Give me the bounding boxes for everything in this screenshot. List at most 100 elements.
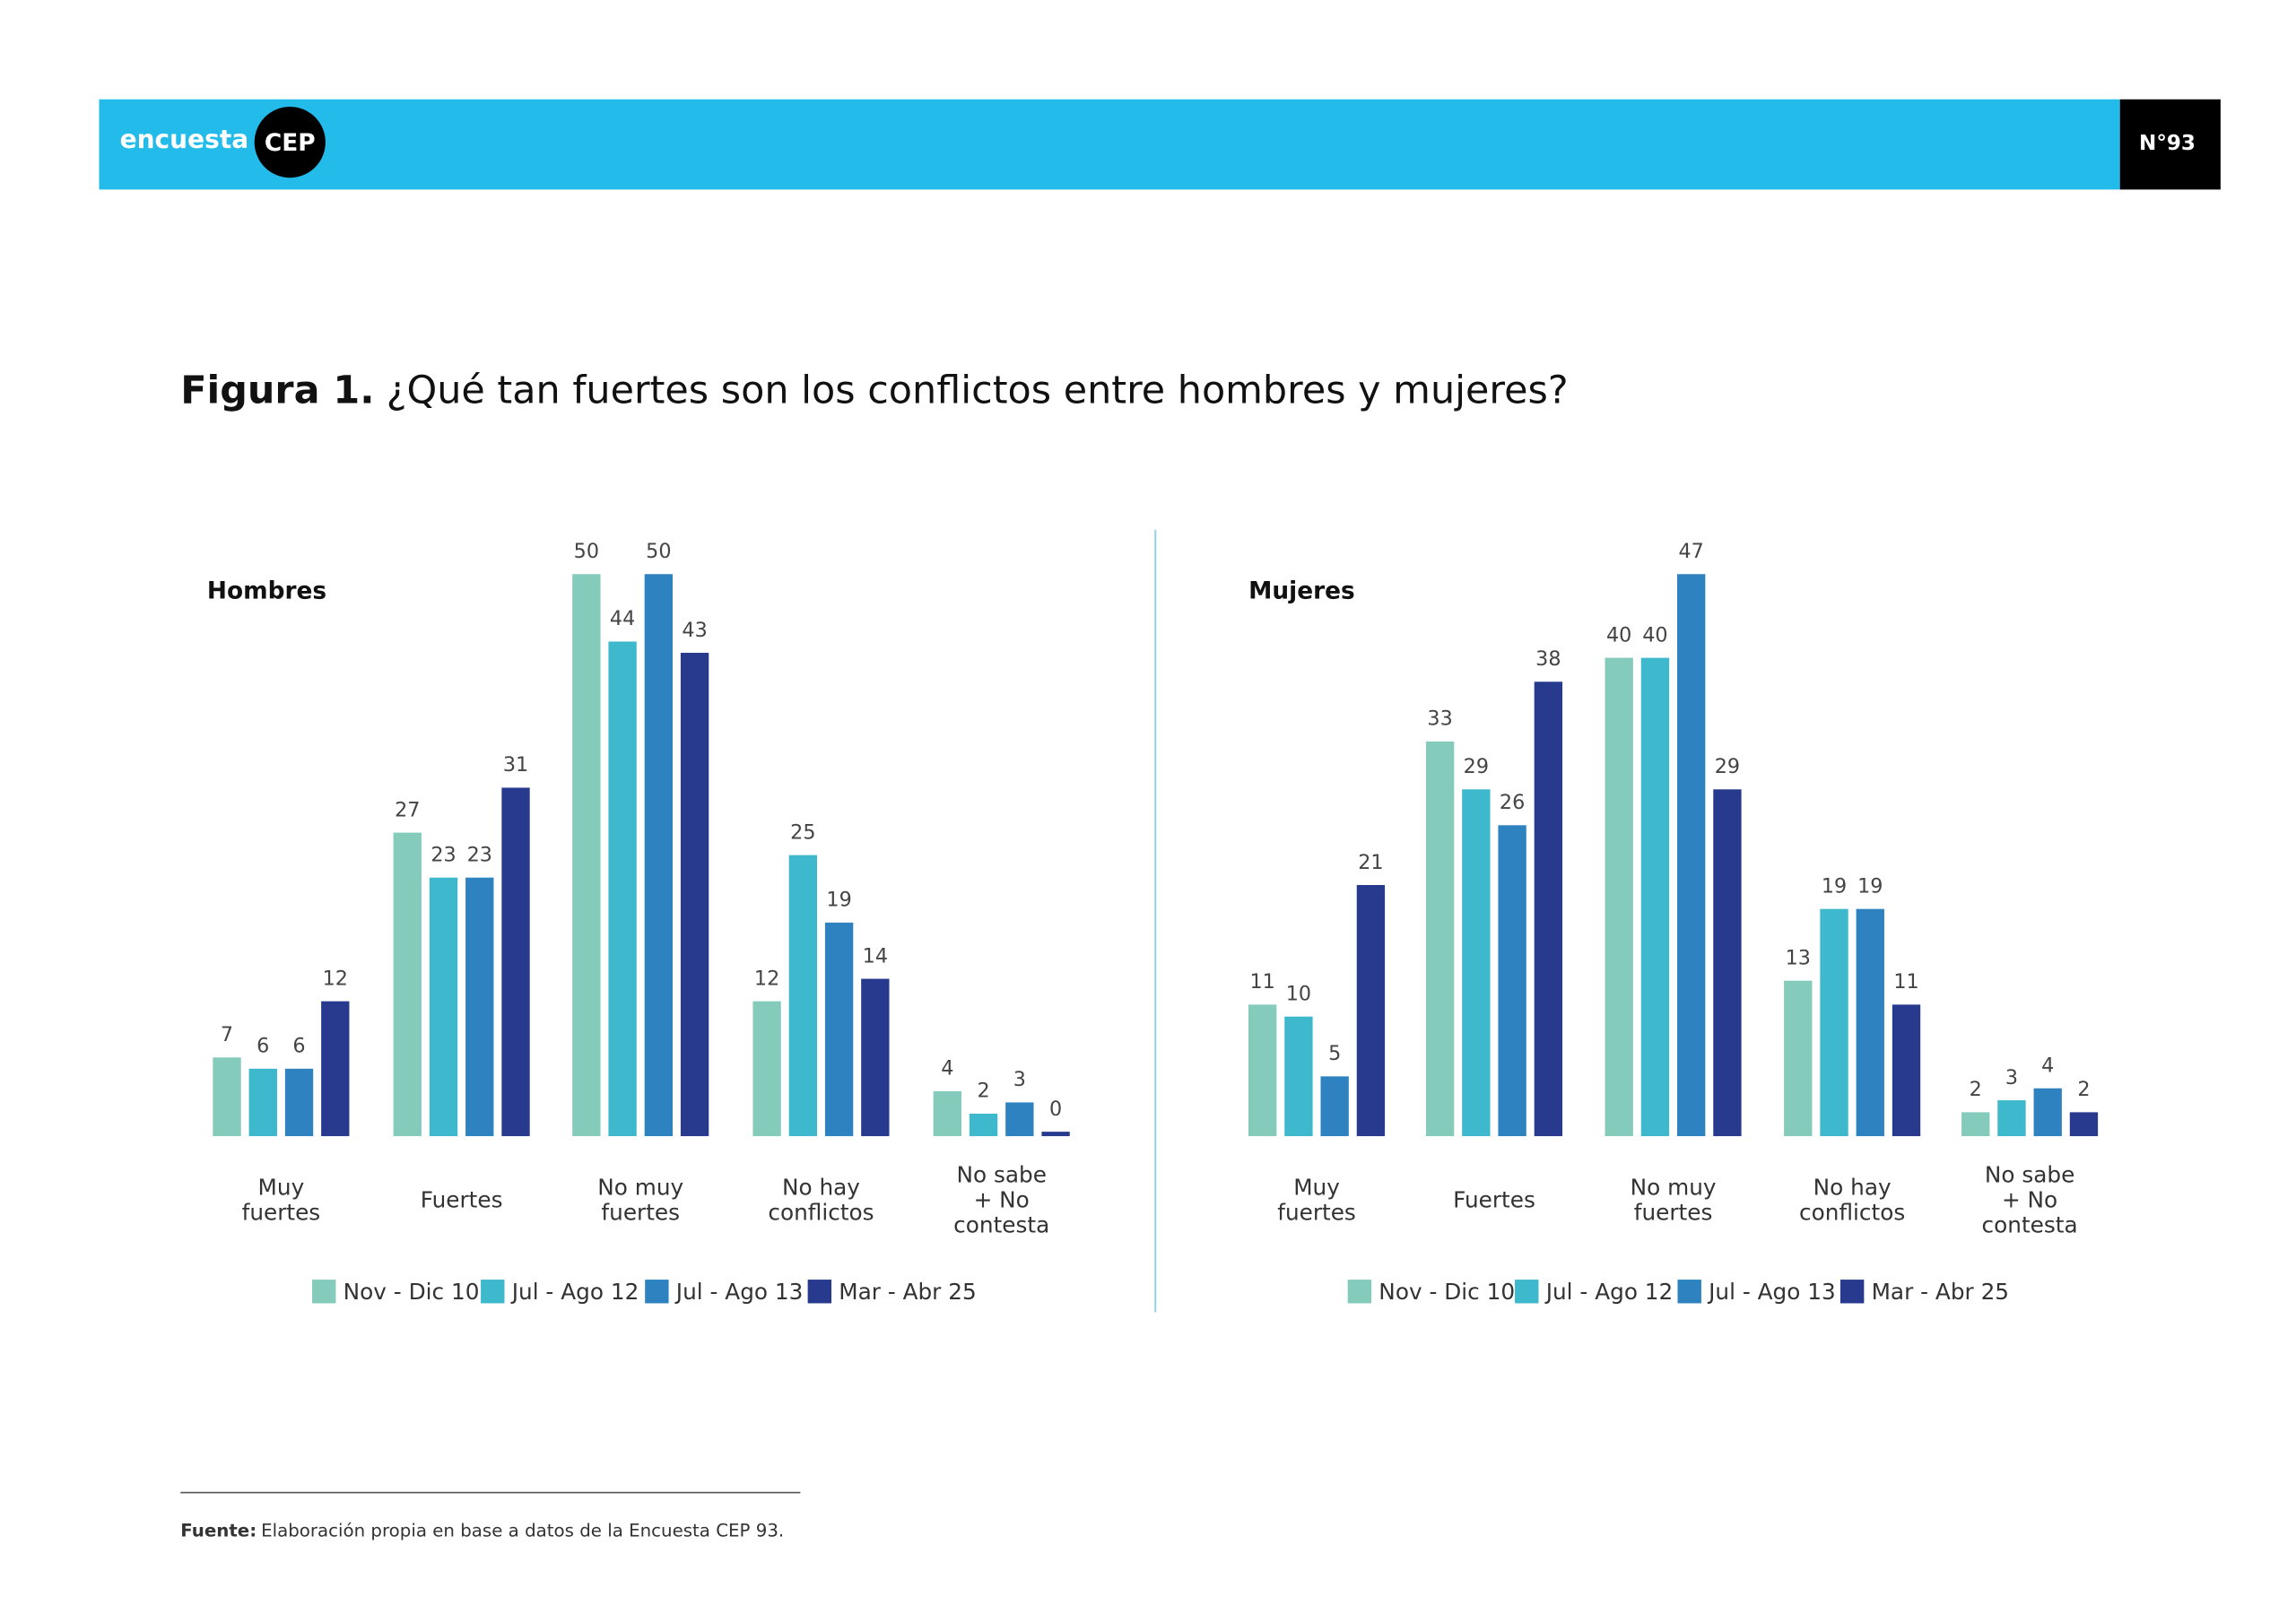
legend-label: Jul - Ago 12 bbox=[510, 1279, 639, 1305]
bar bbox=[1605, 657, 1633, 1137]
bar bbox=[861, 978, 890, 1137]
bar bbox=[1677, 574, 1706, 1137]
value-label: 19 bbox=[826, 889, 851, 912]
value-label: 11 bbox=[1893, 970, 1918, 994]
category-label: Muy fuertes bbox=[1277, 1175, 1356, 1226]
bar bbox=[213, 1057, 241, 1137]
bar bbox=[1713, 789, 1742, 1137]
legend-label: Jul - Ago 13 bbox=[1707, 1279, 1836, 1305]
value-label: 19 bbox=[1857, 874, 1883, 898]
bar bbox=[1892, 1004, 1921, 1137]
value-label: 2 bbox=[2077, 1078, 2090, 1101]
value-label: 33 bbox=[1427, 707, 1452, 731]
bar bbox=[393, 832, 422, 1137]
category-label: No muy fuertes bbox=[597, 1175, 683, 1226]
category-line: No hay bbox=[782, 1175, 860, 1201]
category-line: conflictos bbox=[1799, 1200, 1905, 1226]
source-text: Elaboración propia en base a datos de la… bbox=[261, 1520, 784, 1541]
value-label: 23 bbox=[430, 843, 456, 866]
value-label: 4 bbox=[2041, 1054, 2054, 1077]
legend-label: Nov - Dic 10 bbox=[344, 1279, 480, 1305]
value-label: 25 bbox=[790, 820, 815, 844]
bar bbox=[1425, 741, 1455, 1137]
value-label: 44 bbox=[610, 607, 635, 630]
category-line: No sabe bbox=[956, 1162, 1046, 1188]
bar bbox=[1320, 1076, 1349, 1137]
category-line: fuertes bbox=[1634, 1200, 1713, 1226]
value-label: 27 bbox=[395, 798, 420, 821]
value-label: 50 bbox=[646, 540, 671, 563]
value-label: 4 bbox=[941, 1057, 953, 1081]
legend-swatch bbox=[1839, 1280, 1865, 1304]
bar bbox=[680, 653, 709, 1137]
bar bbox=[465, 877, 494, 1137]
header-bar bbox=[99, 99, 2120, 190]
bar bbox=[2033, 1088, 2062, 1137]
value-label: 12 bbox=[323, 967, 348, 990]
category-line: No muy bbox=[1631, 1175, 1717, 1201]
bar bbox=[501, 787, 530, 1137]
bar bbox=[1498, 825, 1526, 1137]
category-label: No muy fuertes bbox=[1631, 1175, 1717, 1226]
figure-label: Figura 1. bbox=[180, 368, 374, 412]
value-label: 21 bbox=[1358, 851, 1383, 874]
value-label: 19 bbox=[1822, 874, 1847, 898]
bar bbox=[1784, 980, 1813, 1137]
category-label: No hay conflictos bbox=[1799, 1175, 1905, 1226]
issue-box bbox=[2119, 99, 2221, 190]
category-line: fuertes bbox=[601, 1200, 680, 1226]
value-label: 2 bbox=[977, 1080, 989, 1103]
legend-swatch bbox=[1515, 1280, 1539, 1304]
value-label: 31 bbox=[503, 753, 528, 777]
value-label: 12 bbox=[754, 967, 779, 990]
legend-swatch bbox=[645, 1280, 669, 1304]
category-line: fuertes bbox=[1277, 1200, 1356, 1226]
brand: encuesta bbox=[120, 125, 249, 154]
bar bbox=[572, 574, 601, 1137]
logo-circle bbox=[254, 107, 326, 178]
value-label: 14 bbox=[863, 944, 888, 968]
value-label: 5 bbox=[1328, 1042, 1341, 1065]
legend-label: Mar - Abr 25 bbox=[1872, 1279, 2009, 1305]
category-line: No muy bbox=[597, 1175, 683, 1201]
legend-swatch bbox=[481, 1280, 505, 1304]
value-label: 40 bbox=[1606, 623, 1631, 647]
value-label: 3 bbox=[2005, 1066, 2018, 1089]
value-label: 11 bbox=[1250, 970, 1275, 994]
bar bbox=[321, 1001, 350, 1137]
value-label: 0 bbox=[1049, 1098, 1062, 1121]
category-label: No sabe + No contesta bbox=[1982, 1162, 2078, 1238]
figure-title: Figura 1. ¿Qué tan fuertes son los confli… bbox=[180, 368, 1568, 412]
legend-label: Jul - Ago 12 bbox=[1544, 1279, 1674, 1305]
value-label: 38 bbox=[1535, 647, 1561, 671]
bar bbox=[608, 641, 637, 1137]
category-line: conflictos bbox=[768, 1200, 874, 1226]
bar bbox=[788, 855, 818, 1137]
value-label: 26 bbox=[1500, 791, 1525, 814]
bar bbox=[248, 1068, 277, 1137]
category-label: No hay conflictos bbox=[768, 1175, 874, 1226]
bar bbox=[969, 1113, 998, 1137]
category-line: + No bbox=[974, 1187, 1030, 1213]
category-label: Fuertes bbox=[421, 1187, 503, 1213]
chart-title: Hombres bbox=[207, 578, 326, 605]
bar bbox=[1640, 657, 1670, 1137]
legend-swatch bbox=[807, 1280, 832, 1304]
value-label: 7 bbox=[221, 1023, 233, 1046]
value-label: 2 bbox=[1970, 1078, 1982, 1101]
bar bbox=[1820, 908, 1848, 1137]
value-label: 29 bbox=[1715, 755, 1740, 778]
category-line: Fuertes bbox=[1453, 1187, 1535, 1213]
category-line: Fuertes bbox=[421, 1187, 503, 1213]
value-label: 13 bbox=[1786, 946, 1811, 969]
category-line: contesta bbox=[953, 1212, 1049, 1238]
bar bbox=[933, 1090, 961, 1137]
bar bbox=[1462, 789, 1491, 1137]
logo: CEP bbox=[265, 130, 316, 157]
bar bbox=[644, 574, 674, 1137]
value-label: 29 bbox=[1464, 755, 1489, 778]
legend-label: Mar - Abr 25 bbox=[839, 1279, 976, 1305]
category-line: Muy bbox=[258, 1175, 305, 1201]
category-line: Muy bbox=[1293, 1175, 1340, 1201]
